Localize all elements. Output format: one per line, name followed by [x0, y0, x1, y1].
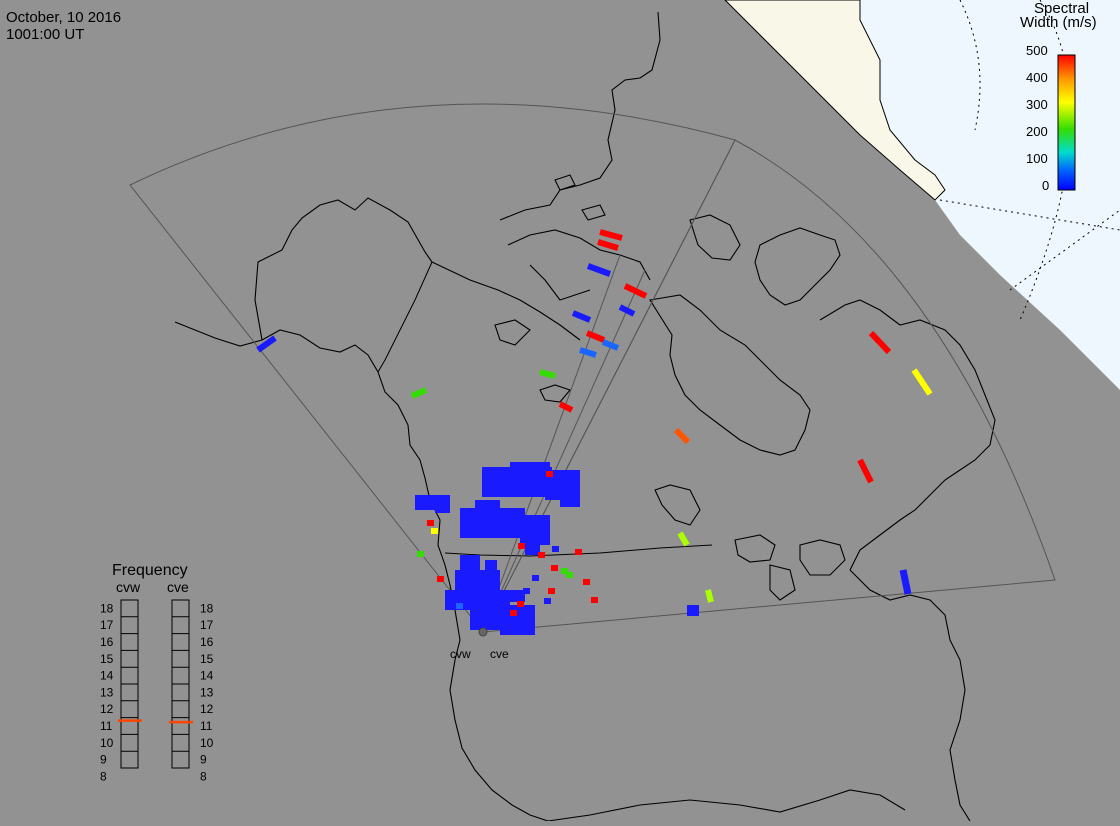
freq-scale-label-right: 16	[200, 635, 214, 649]
scatter-cell	[566, 572, 573, 578]
scatter-cell	[538, 552, 545, 558]
colorbar	[1058, 55, 1075, 190]
scatter-cell	[903, 570, 908, 594]
freq-scale-label-left: 15	[100, 652, 114, 666]
scatter-cell	[546, 471, 553, 477]
freq-scale-label-left: 9	[100, 753, 107, 767]
scatter-cell	[417, 551, 424, 557]
scatter-cell	[548, 588, 555, 594]
scatter-cell	[560, 492, 580, 507]
scatter-cell	[620, 307, 634, 314]
scatter-cell	[573, 313, 590, 320]
scatter-cell	[520, 515, 550, 545]
scatter-cell	[676, 430, 688, 442]
scatter-cell	[510, 462, 550, 474]
freq-radar-cvw: cvw	[116, 579, 141, 595]
freq-scale-label-right: 18	[200, 601, 214, 615]
header-time: 1001:00 UT	[6, 27, 84, 43]
scatter-cell	[258, 338, 275, 350]
scatter-cell	[687, 605, 699, 616]
freq-scale-label-left: 18	[100, 601, 114, 615]
colorbar-tick-0: 0	[1042, 178, 1049, 193]
freq-scale-label-left: 17	[100, 618, 114, 632]
freq-scale-label-left: 8	[100, 769, 107, 783]
colorbar-tick-100: 100	[1026, 151, 1048, 166]
frequency-title: Frequency	[112, 562, 188, 579]
colorbar-tick-200: 200	[1026, 124, 1048, 139]
scatter-cell	[625, 286, 646, 296]
colorbar-tick-300: 300	[1026, 97, 1048, 112]
freq-scale-label-left: 11	[100, 719, 113, 733]
freq-scale-label-right: 13	[200, 685, 214, 699]
freq-scale-label-left: 10	[100, 736, 114, 750]
scatter-cell	[517, 601, 524, 607]
freq-scale-label-right: 9	[200, 753, 207, 767]
scatter-cell	[591, 597, 598, 603]
scatter-cell	[475, 500, 500, 510]
scatter-cell	[437, 576, 444, 582]
freq-scale-label-right: 12	[200, 702, 214, 716]
scatter-cell	[914, 370, 930, 394]
scatter-cell	[427, 520, 434, 526]
header-date: October, 10 2016	[6, 10, 121, 26]
scatter-cell	[708, 590, 711, 602]
radar-site-marker	[479, 628, 487, 636]
scatter-cell	[583, 579, 590, 585]
scatter-cell	[600, 232, 622, 238]
scatter-cell	[603, 342, 618, 348]
scatter-cell	[551, 565, 558, 571]
scatter-cell	[456, 603, 463, 609]
colorbar-tick-500: 500	[1026, 43, 1048, 58]
radar-label-cvw: cvw	[450, 647, 471, 661]
scatter-cell	[525, 545, 540, 555]
scatter-cell	[575, 549, 582, 555]
freq-scale-label-right: 11	[200, 719, 213, 733]
freq-scale-label-right: 17	[200, 618, 214, 632]
freq-scale-label-left: 13	[100, 685, 114, 699]
scatter-cell	[518, 543, 525, 549]
scatter-cell	[532, 575, 539, 581]
freq-scale-label-right: 8	[200, 769, 207, 783]
scatter-cell	[871, 333, 889, 352]
scatter-cell	[598, 242, 618, 248]
scatter-cell	[500, 590, 525, 602]
scatter-cell	[560, 404, 572, 410]
scatter-cell	[500, 605, 535, 635]
scatter-cell	[540, 372, 555, 376]
scatter-cell	[431, 528, 438, 534]
scatter-cell	[544, 598, 551, 604]
colorbar-title-line2: Width (m/s)	[1020, 14, 1097, 31]
scatter-cell	[580, 350, 596, 355]
freq-radar-cve: cve	[167, 579, 189, 595]
scatter-cell	[412, 390, 426, 396]
freq-scale-label-right: 15	[200, 652, 214, 666]
freq-scale-label-left: 12	[100, 702, 114, 716]
freq-scale-label-right: 10	[200, 736, 214, 750]
freq-scale-label-left: 16	[100, 635, 114, 649]
scatter-cell	[460, 508, 525, 538]
radar-label-cve: cve	[490, 647, 509, 661]
freq-scale: 18 18 17 17 16 16 15 15 14 14 13 13 12 12 11 11 10 10 9 9 8 8	[100, 601, 214, 783]
freq-scale-label-right: 14	[200, 669, 214, 683]
scatter-cell	[510, 610, 517, 616]
scatter-cell	[588, 266, 610, 274]
scatter-cell	[523, 588, 530, 594]
scatter-cell	[460, 555, 480, 573]
scatter-cell	[435, 505, 450, 513]
scatter-cell	[485, 560, 497, 570]
freq-scale-label-left: 14	[100, 669, 114, 683]
scatter-cell	[860, 460, 871, 482]
scatter-cell	[552, 546, 559, 552]
colorbar-tick-400: 400	[1026, 70, 1048, 85]
scatter-cell	[680, 533, 687, 545]
